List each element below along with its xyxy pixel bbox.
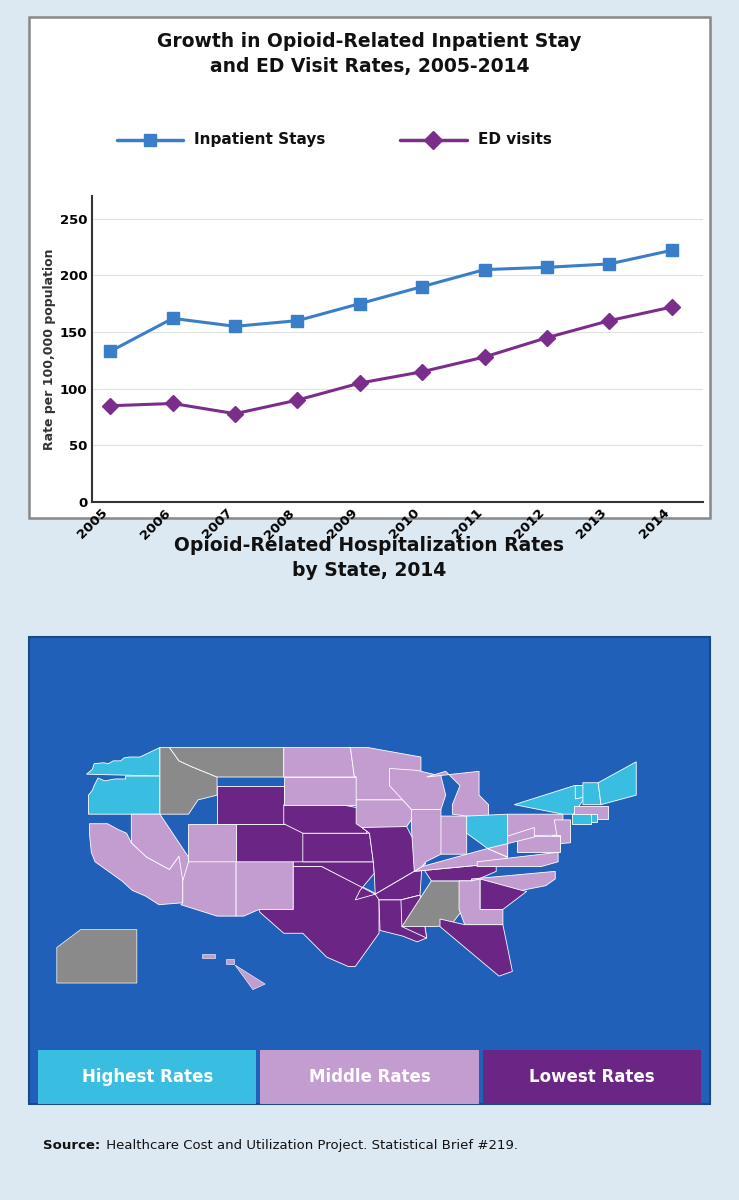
- FancyBboxPatch shape: [260, 1050, 479, 1104]
- Text: Source:: Source:: [43, 1139, 101, 1152]
- Text: Opioid-Related Hospitalization Rates
by State, 2014: Opioid-Related Hospitalization Rates by …: [174, 536, 565, 580]
- Text: Middle Rates: Middle Rates: [309, 1068, 430, 1086]
- FancyBboxPatch shape: [483, 1050, 701, 1104]
- FancyBboxPatch shape: [29, 637, 710, 1104]
- Text: Growth in Opioid-Related Inpatient Stay
and ED Visit Rates, 2005-2014: Growth in Opioid-Related Inpatient Stay …: [157, 32, 582, 76]
- FancyBboxPatch shape: [29, 17, 710, 517]
- Text: Lowest Rates: Lowest Rates: [529, 1068, 655, 1086]
- Text: Healthcare Cost and Utilization Project. Statistical Brief #219.: Healthcare Cost and Utilization Project.…: [102, 1139, 518, 1152]
- FancyBboxPatch shape: [38, 1050, 256, 1104]
- Text: Highest Rates: Highest Rates: [81, 1068, 213, 1086]
